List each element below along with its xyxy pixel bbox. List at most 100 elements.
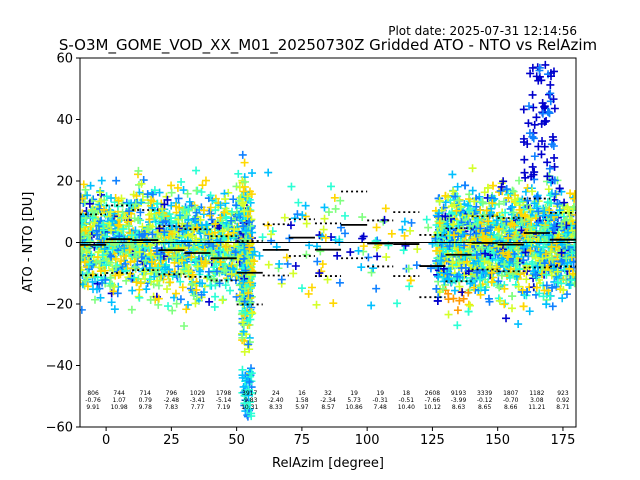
scatter-point — [526, 205, 535, 214]
scatter-point — [207, 275, 216, 284]
scatter-point — [496, 186, 505, 195]
scatter-point — [240, 177, 249, 186]
scatter-point — [528, 187, 537, 196]
scatter-point — [503, 252, 512, 261]
bin-mean-label: 5.73 — [347, 397, 361, 404]
scatter-point — [453, 182, 462, 191]
scatter-point — [195, 279, 204, 288]
scatter-point — [90, 218, 99, 227]
scatter-point — [313, 257, 322, 266]
scatter-point — [243, 192, 252, 201]
scatter-point — [201, 176, 210, 185]
scatter-point — [452, 206, 461, 215]
scatter-point — [245, 244, 254, 253]
scatter-point — [552, 282, 561, 291]
scatter-point — [484, 217, 493, 226]
scatter-point — [164, 302, 173, 311]
scatter-point — [171, 289, 180, 298]
scatter-point — [238, 150, 247, 159]
bin-std-label: 8.57 — [321, 404, 335, 411]
scatter-point — [178, 283, 187, 292]
y-axis: −60 −40 −20 0 20 40 60 — [46, 52, 80, 436]
scatter-point — [335, 237, 344, 246]
x-axis-label: RelAzim [degree] — [272, 456, 384, 471]
scatter-point — [110, 239, 119, 248]
bin-std-label: 8.66 — [504, 404, 518, 411]
scatter-point — [522, 264, 531, 273]
scatter-point — [532, 283, 541, 292]
bin-mean-label: -7.66 — [425, 397, 441, 404]
scatter-point — [135, 285, 144, 294]
scatter-point — [432, 284, 441, 293]
scatter-point — [113, 289, 122, 298]
scatter-point — [136, 279, 145, 288]
scatter-point — [245, 345, 254, 354]
scatter-point — [263, 221, 272, 230]
scatter-point — [471, 240, 480, 249]
scatter-point — [81, 276, 90, 285]
y-tick-label: −60 — [46, 421, 73, 436]
scatter-point — [264, 168, 273, 177]
scatter-point — [379, 217, 388, 226]
scatter-point — [534, 142, 543, 151]
scatter-point — [192, 223, 201, 232]
scatter-point — [510, 231, 519, 240]
scatter-point — [401, 241, 410, 250]
scatter-point — [244, 340, 253, 349]
bin-std-label: 8.63 — [452, 404, 466, 411]
scatter-point — [485, 297, 494, 306]
scatter-point — [399, 246, 408, 255]
scatter-point — [119, 252, 128, 261]
scatter-point — [321, 233, 330, 242]
scatter-point — [534, 76, 543, 85]
scatter-point — [80, 194, 87, 203]
scatter-point — [238, 198, 247, 207]
scatter-point — [127, 305, 136, 314]
scatter-point — [168, 272, 177, 281]
scatter-point — [247, 412, 256, 421]
scatter-point — [481, 286, 490, 295]
scatter-point — [548, 254, 557, 263]
scatter-point — [134, 166, 143, 175]
scatter-point — [239, 187, 248, 196]
x-tick-label: 150 — [485, 433, 510, 448]
scatter-point — [210, 263, 219, 272]
scatter-point — [500, 260, 509, 269]
scatter-point — [406, 226, 415, 235]
scatter-point — [206, 281, 215, 290]
scatter-point — [530, 199, 539, 208]
scatter-point — [473, 215, 482, 224]
scatter-point — [205, 239, 214, 248]
bin-mean-label: -5.14 — [216, 397, 232, 404]
scatter-point — [96, 188, 105, 197]
scatter-point — [242, 258, 251, 267]
scatter-point — [294, 198, 303, 207]
scatter-point — [499, 177, 508, 186]
scatter-point — [136, 208, 145, 217]
scatter-point — [166, 213, 175, 222]
scatter-point — [468, 186, 477, 195]
scatter-point — [192, 166, 201, 175]
scatter-point — [550, 176, 559, 185]
scatter-point — [108, 216, 117, 225]
scatter-point — [435, 196, 444, 205]
scatter-point — [81, 214, 90, 223]
bin-mean-label: -0.51 — [399, 397, 415, 404]
scatter-point — [464, 300, 473, 309]
scatter-point — [201, 259, 210, 268]
scatter-point — [234, 210, 243, 219]
scatter-point — [248, 250, 257, 259]
scatter-point — [197, 290, 206, 299]
scatter-point — [439, 227, 448, 236]
scatter-point — [174, 215, 183, 224]
plot-date: Plot date: 2025-07-31 12:14:56 — [388, 24, 577, 38]
scatter-point — [526, 69, 535, 78]
scatter-point — [153, 199, 162, 208]
scatter-point — [228, 265, 237, 274]
scatter-point — [87, 250, 96, 259]
scatter-point — [209, 242, 218, 250]
scatter-point — [520, 212, 529, 221]
bin-count-label: 19 — [376, 390, 384, 397]
scatter-point — [202, 220, 211, 229]
scatter-point — [504, 193, 513, 202]
